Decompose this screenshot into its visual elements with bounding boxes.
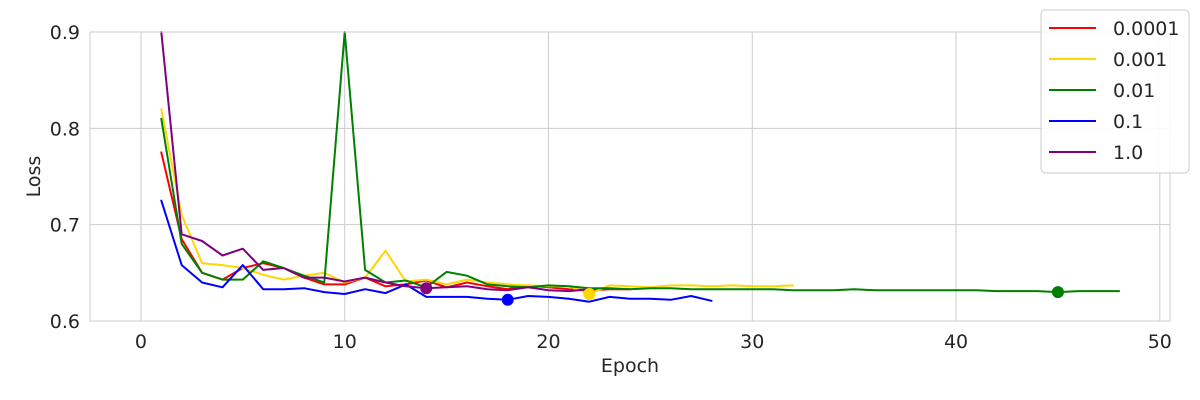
x-tick-label: 10 (333, 331, 357, 353)
legend-label: 0.01 (1113, 80, 1155, 102)
best-point-0_001 (583, 288, 596, 301)
legend-label: 0.1 (1113, 111, 1143, 133)
y-tick-label: 0.8 (50, 118, 80, 140)
series-line-0_01 (160, 31, 1121, 294)
y-tick-label: 0.6 (50, 311, 80, 333)
y-tick-label: 0.9 (50, 22, 80, 44)
series-lines (160, 31, 1121, 303)
best-markers (420, 282, 1064, 306)
y-axis-label: Loss (23, 156, 45, 198)
legend-label: 1.0 (1113, 142, 1143, 164)
best-point-0_01 (1051, 286, 1064, 299)
x-tick-label: 30 (740, 331, 764, 353)
plot-frame (89, 31, 1171, 322)
grid-lines (90, 31, 1170, 322)
x-tick-label: 20 (536, 331, 560, 353)
x-tick-label: 40 (944, 331, 968, 353)
x-tick-label: 0 (135, 331, 147, 353)
series-line-0_001 (160, 108, 794, 295)
legend-label: 0.0001 (1113, 18, 1179, 40)
best-point-1_0 (420, 282, 433, 295)
legend: 0.0001 0.001 0.01 0.1 1.0 (1040, 9, 1190, 174)
x-tick-label: 50 (1148, 331, 1172, 353)
series-line-0_0001 (160, 151, 631, 292)
x-axis-label: Epoch (601, 355, 659, 377)
tick-labels: 0 10 20 30 40 50 0.6 0.7 0.8 0.9 (50, 22, 1172, 353)
legend-box (1040, 9, 1190, 174)
series-line-0_1 (160, 199, 713, 303)
best-point-0_1 (501, 293, 514, 306)
y-tick-label: 0.7 (50, 215, 80, 237)
series-line-1_0 (160, 31, 591, 293)
legend-label: 0.001 (1113, 49, 1167, 71)
